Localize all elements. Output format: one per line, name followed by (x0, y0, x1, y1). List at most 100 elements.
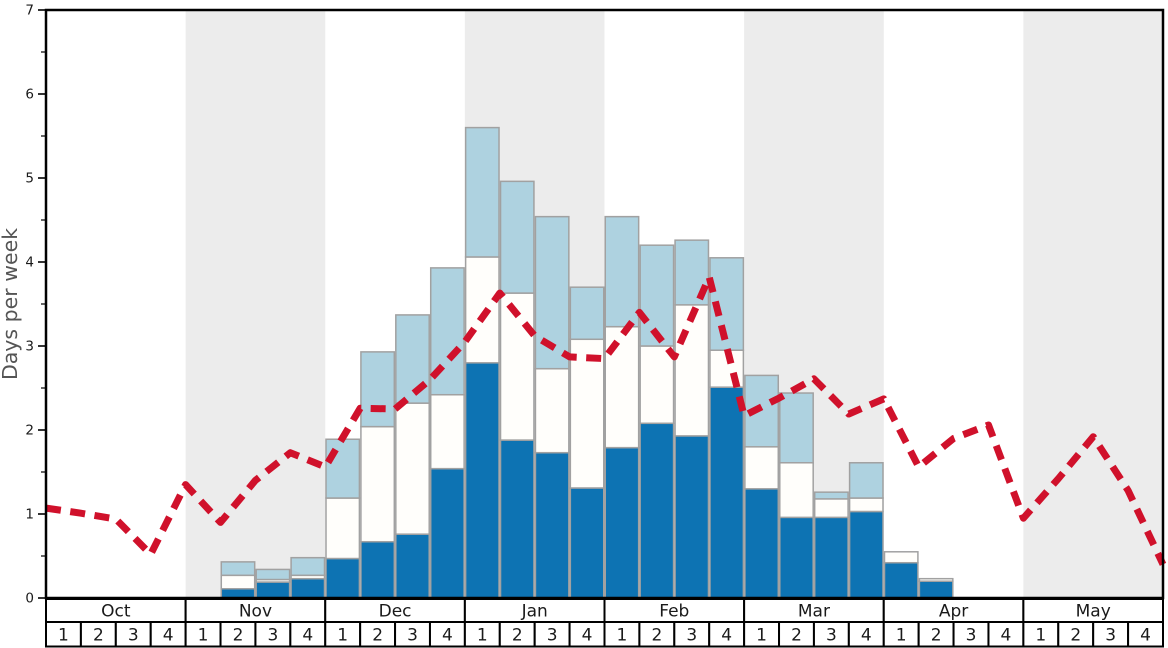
bar-Nov-2-white_segment (220, 574, 256, 590)
week-box (498, 621, 536, 648)
week-number-label: 4 (302, 626, 313, 646)
week-number-label: 1 (896, 626, 907, 646)
week-number-label: 2 (791, 626, 802, 646)
bar-Dec-4-white_segment (429, 393, 465, 470)
y-tick-label: 3 (25, 339, 34, 355)
month-label-mar: Mar (798, 602, 830, 622)
bar-Apr-2-dark_blue_segment (918, 580, 954, 599)
week-number-label: 4 (1001, 626, 1012, 646)
bar-Dec-3-white_segment (395, 402, 430, 535)
week-box (359, 621, 397, 648)
week-box (1127, 621, 1164, 648)
month-label-nov: Nov (239, 602, 272, 622)
bar-Mar-2-light_blue_segment (779, 392, 814, 464)
week-box (708, 621, 746, 648)
bar-Apr-2-white_segment (918, 577, 954, 582)
week-number-label: 2 (651, 626, 662, 646)
week-number-label: 3 (128, 626, 139, 646)
shaded-band-nov (185, 10, 326, 598)
bar-Feb-1-white_segment (604, 325, 640, 449)
week-number-label: 3 (407, 626, 418, 646)
week-box (114, 621, 152, 648)
week-box (603, 621, 641, 648)
bar-Jan-3-dark_blue_segment (534, 451, 570, 599)
week-number-label: 3 (686, 626, 697, 646)
bar-Mar-3-white_segment (813, 498, 849, 519)
bar-Nov-3-light_blue_segment (255, 568, 291, 581)
y-tick-label: 2 (25, 423, 34, 439)
week-number-label: 2 (372, 626, 383, 646)
bar-Jan-1-light_blue_segment (464, 126, 500, 258)
month-axis-row: Oct Nov Dec Jan Feb Mar Apr May (45, 598, 1164, 623)
bar-Dec-1-dark_blue_segment (325, 557, 361, 599)
bar-Mar-1-dark_blue_segment (744, 488, 780, 599)
bar-Nov-2-dark_blue_segment (220, 588, 256, 599)
bar-Dec-1-light_blue_segment (325, 438, 361, 499)
bar-Mar-4-white_segment (848, 497, 884, 513)
week-number-label: 2 (931, 626, 942, 646)
bar-Dec-2-white_segment (360, 425, 396, 543)
bar-Nov-4-dark_blue_segment (290, 577, 326, 599)
week-box (673, 621, 711, 648)
week-number-label: 1 (58, 626, 69, 646)
week-number-label: 3 (267, 626, 278, 646)
month-label-oct: Oct (101, 602, 131, 622)
bar-Nov-3-dark_blue_segment (255, 581, 291, 599)
week-number-label: 3 (1105, 626, 1116, 646)
bar-Dec-2-dark_blue_segment (360, 540, 396, 599)
month-label-feb: Feb (659, 602, 689, 622)
week-box (1022, 621, 1060, 648)
week-box (45, 621, 82, 648)
week-number-label: 2 (512, 626, 523, 646)
bar-Dec-3-light_blue_segment (395, 314, 430, 404)
week-number-label: 1 (617, 626, 628, 646)
y-tick-label: 7 (25, 3, 34, 19)
week-number-label: 4 (1140, 626, 1151, 646)
bar-Feb-2-dark_blue_segment (639, 422, 675, 599)
bar-Jan-2-light_blue_segment (499, 180, 535, 294)
week-axis-row: 1 2 3 4 1 2 3 4 1 2 3 4 1 2 3 4 1 2 3 4 1 2 3 4 1 2 3 4 1 2 3 4 (45, 621, 1164, 648)
week-box (917, 621, 955, 648)
bar-Jan-4-light_blue_segment (569, 286, 605, 341)
week-box (952, 621, 990, 648)
y-axis-title: Days per week (0, 228, 22, 380)
bar-Dec-4-dark_blue_segment (429, 467, 465, 599)
shaded-band-may (1023, 10, 1163, 598)
week-number-label: 1 (1035, 626, 1046, 646)
y-tick-label: 0 (25, 591, 34, 607)
week-number-label: 2 (233, 626, 244, 646)
y-tick-label: 4 (25, 255, 34, 271)
week-number-label: 2 (1070, 626, 1081, 646)
bar-Dec-3-dark_blue_segment (395, 533, 430, 599)
bar-Feb-4-dark_blue_segment (709, 386, 745, 599)
bar-Feb-2-white_segment (639, 345, 675, 425)
bar-Mar-2-dark_blue_segment (779, 516, 814, 599)
bar-Jan-4-dark_blue_segment (569, 487, 605, 599)
bar-Mar-3-light_blue_segment (813, 491, 849, 500)
week-number-label: 3 (826, 626, 837, 646)
bar-Mar-4-light_blue_segment (848, 462, 884, 499)
week-number-label: 1 (198, 626, 209, 646)
week-number-label: 3 (547, 626, 558, 646)
month-label-jan: Jan (521, 602, 548, 622)
week-number-label: 2 (93, 626, 104, 646)
week-number-label: 1 (756, 626, 767, 646)
y-tick-label: 5 (25, 171, 34, 187)
bar-Mar-1-white_segment (744, 446, 780, 490)
stacked-bars-group (220, 126, 954, 599)
week-number-label: 3 (966, 626, 977, 646)
bar-Mar-2-white_segment (779, 462, 814, 519)
y-axis: 0 1 2 3 4 5 6 7 (25, 3, 46, 607)
bar-Jan-3-white_segment (534, 367, 570, 454)
week-number-label: 1 (337, 626, 348, 646)
bar-Feb-1-dark_blue_segment (604, 446, 640, 599)
month-shading-bands (185, 10, 1163, 598)
week-box (324, 621, 362, 648)
week-box (1092, 621, 1130, 648)
week-number-label: 4 (582, 626, 593, 646)
bar-Mar-4-dark_blue_segment (848, 510, 884, 599)
bar-Feb-1-light_blue_segment (604, 215, 640, 328)
week-box (882, 621, 920, 648)
